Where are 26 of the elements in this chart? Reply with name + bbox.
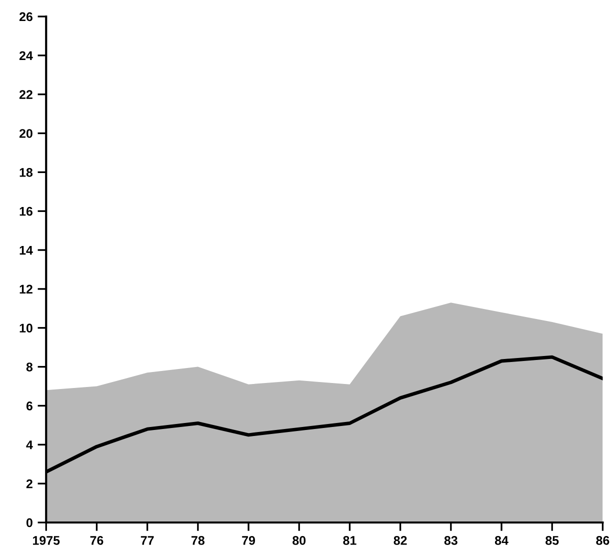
x-tick-label: 85 xyxy=(546,536,559,545)
y-tick-label: 16 xyxy=(20,206,32,216)
y-tick-label: 6 xyxy=(26,402,32,410)
x-tick-label: 1975 xyxy=(33,536,60,545)
x-tick-label: 80 xyxy=(292,536,306,545)
x-tick-label: 78 xyxy=(192,536,204,545)
y-tick-label: 24 xyxy=(19,51,33,60)
y-tick-label: 0 xyxy=(26,518,32,528)
y-tick-label: 10 xyxy=(20,324,32,333)
x-tick-label: 84 xyxy=(494,536,508,545)
x-tick-label: 82 xyxy=(394,536,407,545)
y-tick-label: 20 xyxy=(19,129,32,138)
x-tick-label: 79 xyxy=(242,536,256,545)
y-tick-label: 8 xyxy=(26,362,33,372)
y-tick-label: 12 xyxy=(20,284,32,294)
x-tick-label: 81 xyxy=(343,536,356,545)
y-tick-label: 26 xyxy=(19,12,32,22)
x-tick-label: 77 xyxy=(140,536,154,545)
y-tick-label: 18 xyxy=(20,168,33,177)
x-tick-label: 76 xyxy=(90,536,104,545)
x-tick-label: 83 xyxy=(444,536,458,545)
y-tick-label: 2 xyxy=(26,479,32,488)
y-tick-label: 22 xyxy=(19,90,32,99)
y-tick-label: 4 xyxy=(26,440,33,450)
y-tick-label: 14 xyxy=(20,246,33,255)
x-tick-label: 86 xyxy=(596,536,610,545)
